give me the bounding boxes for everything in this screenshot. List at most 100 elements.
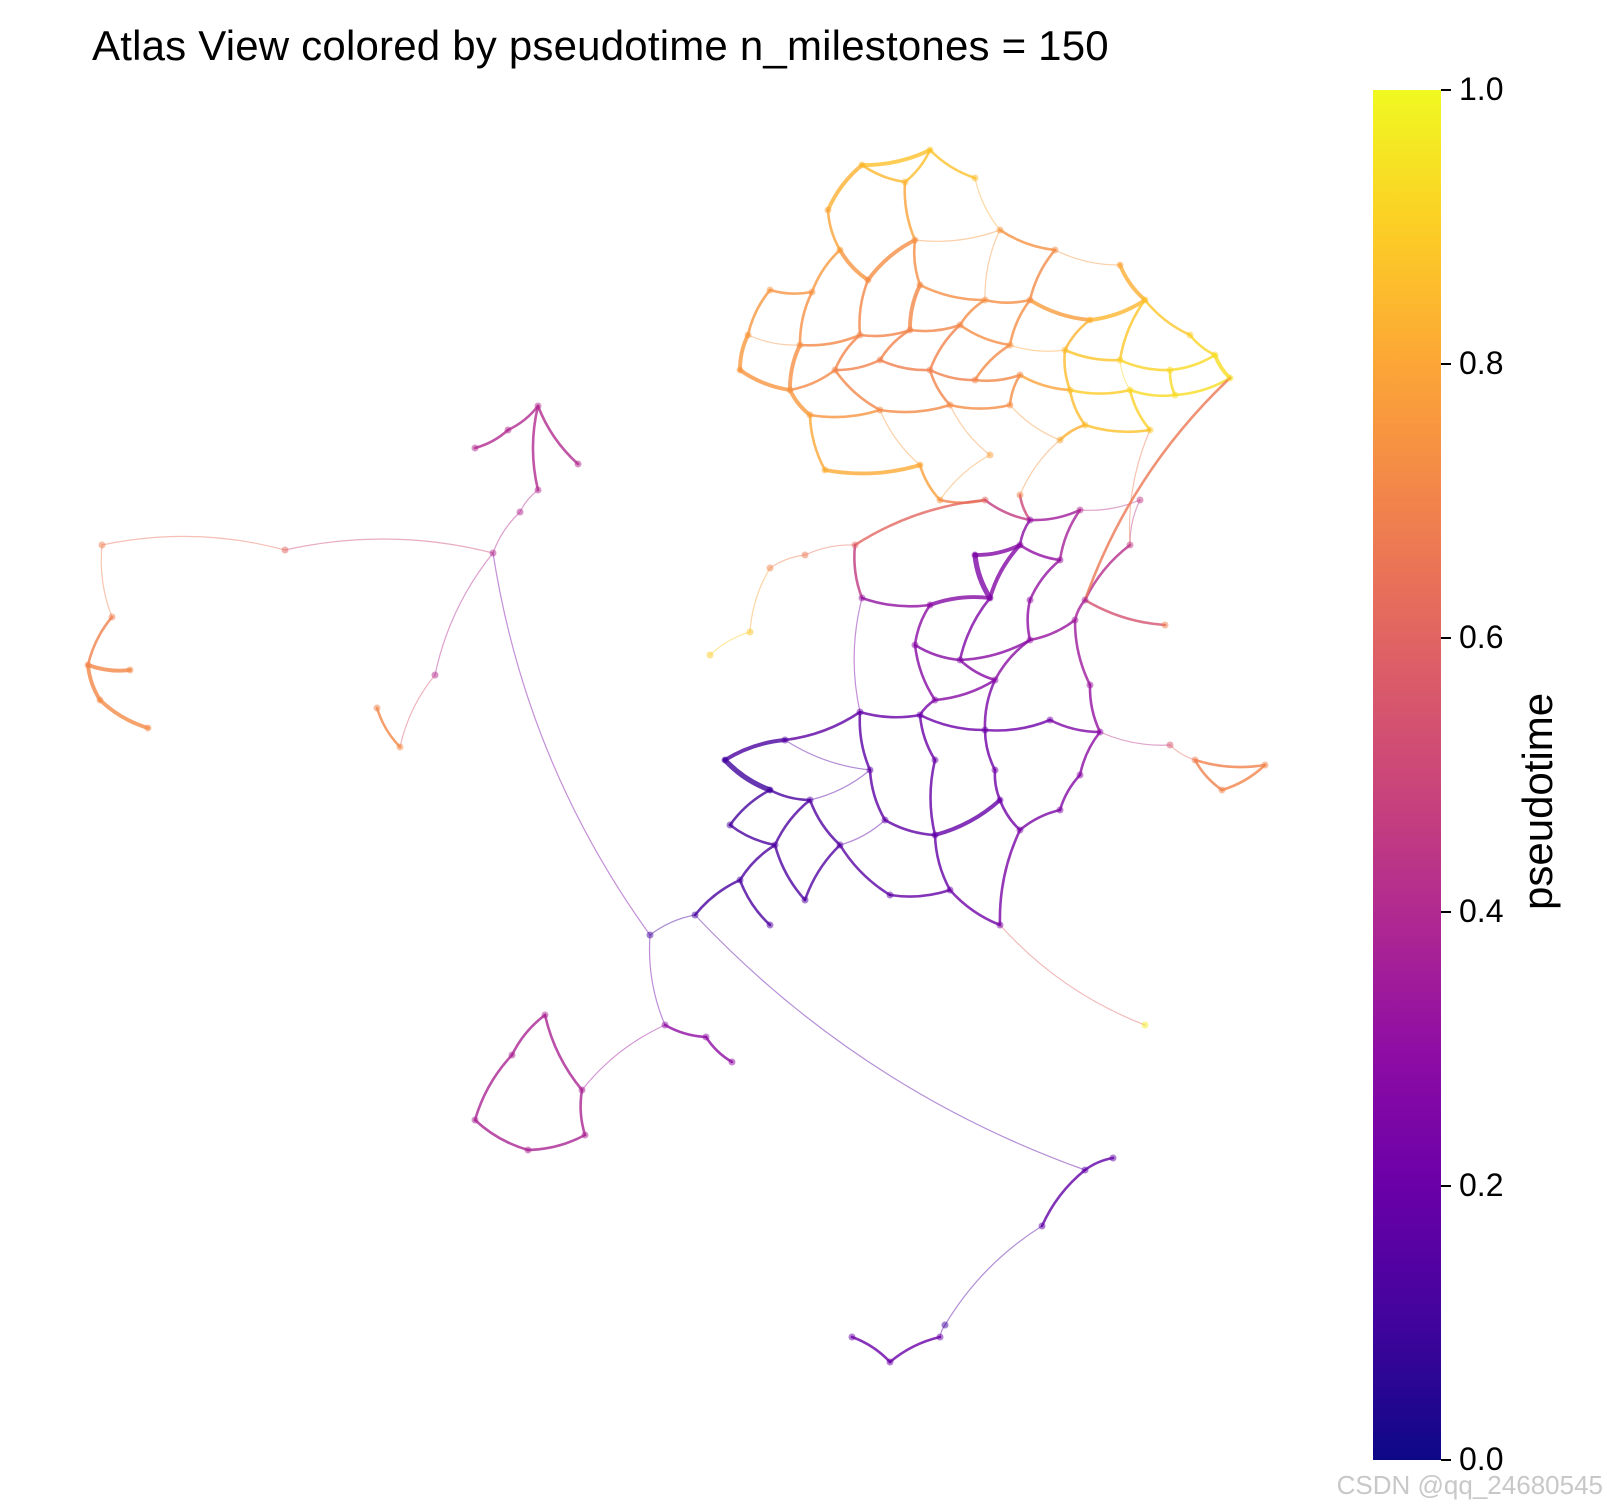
graph-node: [836, 246, 844, 254]
graph-node: [1076, 506, 1084, 514]
graph-node: [971, 376, 979, 384]
graph-edge: [747, 334, 801, 346]
graph-edge: [399, 674, 436, 748]
graph-node: [1109, 1154, 1117, 1162]
graph-node: [84, 661, 92, 669]
graph-edge: [648, 934, 666, 1026]
graph-node: [981, 726, 989, 734]
graph-node: [786, 386, 794, 394]
graph-edge: [860, 163, 907, 184]
graph-edge: [1088, 683, 1102, 734]
graph-edge: [826, 163, 864, 212]
graph-edge: [98, 698, 150, 730]
graph-node: [866, 766, 874, 774]
graph-node: [646, 931, 654, 939]
graph-node: [1086, 316, 1094, 324]
graph-edge: [913, 603, 932, 647]
graph-edge: [983, 728, 997, 772]
graph-node: [996, 796, 1004, 804]
graph-edge: [1028, 618, 1077, 642]
graph-edge: [918, 713, 937, 762]
graph-node: [901, 178, 909, 186]
graph-edge: [1008, 298, 1032, 347]
graph-edge: [536, 404, 580, 466]
graph-edge: [913, 643, 937, 702]
graph-edge: [738, 878, 772, 927]
graph-edge: [878, 358, 932, 372]
graph-node: [726, 821, 734, 829]
graph-edge: [1040, 1168, 1087, 1228]
graph-node: [858, 594, 866, 602]
watermark: CSDN @qq_24680545: [1336, 1470, 1603, 1500]
graph-edge: [768, 788, 812, 802]
graph-edge: [663, 1023, 708, 1039]
graph-edge: [543, 1013, 584, 1092]
graph-node: [1141, 296, 1149, 304]
graph-node: [126, 666, 134, 674]
graph-node: [524, 1146, 532, 1154]
graph-node: [702, 1033, 710, 1041]
graph-edge: [1018, 373, 1072, 392]
graph-edge: [809, 769, 871, 801]
graph-node: [971, 551, 979, 559]
graph-edge: [1099, 731, 1171, 746]
graph-edge: [944, 1225, 1043, 1326]
graph-node: [736, 366, 744, 374]
graph-node: [108, 613, 116, 621]
graph-node: [1171, 391, 1179, 399]
colorbar-gradient: [1373, 90, 1441, 1460]
graph-edge: [788, 368, 837, 392]
graph-node: [926, 146, 934, 154]
graph-edge: [723, 738, 787, 762]
graph-edge: [879, 409, 921, 466]
graph-edge: [1018, 808, 1062, 832]
graph-node: [848, 1333, 856, 1341]
graph-nodes: [84, 146, 1269, 1366]
graph-edge: [1128, 388, 1152, 432]
graph-edge: [798, 290, 814, 347]
graph-node: [1006, 341, 1014, 349]
graph-edge: [908, 283, 922, 332]
graph-edges: [86, 148, 1267, 1364]
graph-edge: [284, 538, 494, 554]
graph-edge: [833, 358, 882, 372]
graph-edge: [473, 1118, 530, 1152]
graph-edge: [928, 148, 977, 180]
graph-node: [1146, 426, 1154, 434]
graph-node: [1016, 541, 1024, 549]
graph-edge: [838, 843, 892, 897]
graph-edge: [908, 323, 962, 333]
graph-edge: [823, 463, 922, 476]
graph-edge: [579, 1088, 587, 1137]
graph-node: [1086, 681, 1094, 689]
graph-node: [931, 831, 939, 839]
graph-edge: [1083, 598, 1167, 627]
graph-edge: [510, 1013, 547, 1057]
graph-node: [1191, 756, 1199, 764]
graph-node: [1161, 621, 1169, 629]
graph-edge: [728, 788, 772, 827]
graph-node: [1081, 1166, 1089, 1174]
graph-edge: [983, 718, 1052, 732]
graph-node: [541, 1011, 549, 1019]
graph-node: [851, 541, 859, 549]
graph-edge: [1048, 718, 1102, 734]
graph-node: [1046, 716, 1054, 724]
graph-edge: [912, 238, 922, 287]
graph-edge: [1028, 248, 1057, 302]
graph-node: [1126, 386, 1134, 394]
graph-node: [1016, 371, 1024, 379]
graph-edge: [853, 597, 863, 713]
graph-node: [991, 766, 999, 774]
graph-node: [836, 841, 844, 849]
graph-edge: [473, 1053, 514, 1122]
graph-edge: [983, 498, 1032, 522]
graph-edge: [939, 454, 991, 501]
graph-node: [1096, 728, 1104, 736]
graph-node: [996, 921, 1004, 929]
graph-edge: [1028, 508, 1082, 522]
graph-node: [981, 296, 989, 304]
graph-node: [1038, 1222, 1046, 1230]
graph-edge: [948, 403, 1012, 410]
